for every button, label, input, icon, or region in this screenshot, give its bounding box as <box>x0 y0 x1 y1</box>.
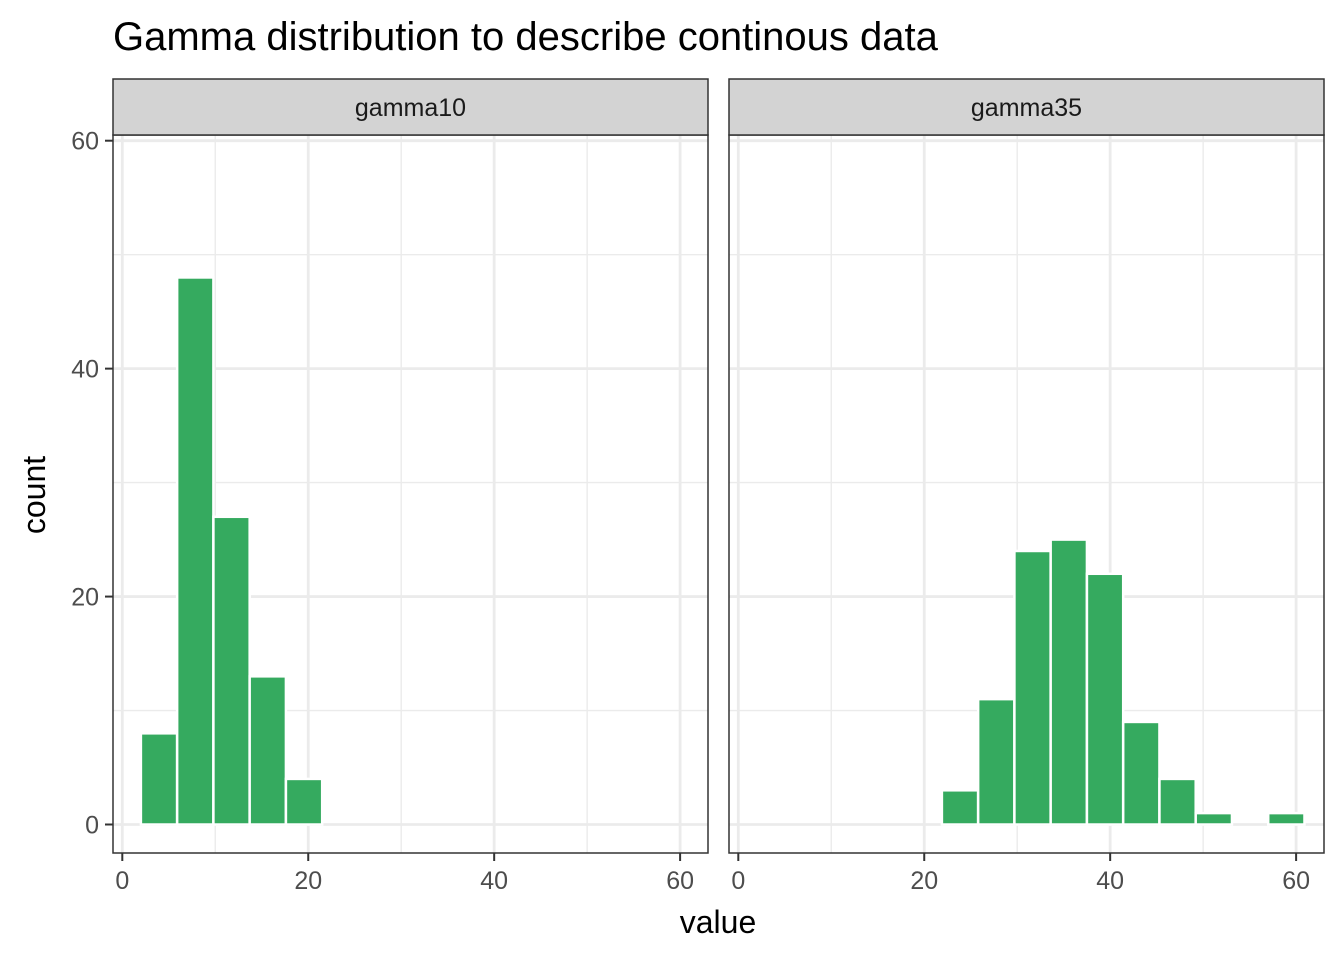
x-tick-label: 0 <box>731 867 745 895</box>
x-tick-label: 60 <box>666 867 694 895</box>
histogram-bar <box>284 777 324 826</box>
histogram-bar <box>212 515 251 826</box>
histogram-bar <box>1085 572 1125 826</box>
facet-panels: gamma10 0 20 40 60 gamma35 0 20 40 60 <box>112 78 1325 895</box>
histogram-bar <box>976 697 1016 826</box>
y-tick-label: 60 <box>71 128 99 156</box>
x-tick-label: 40 <box>480 867 508 895</box>
x-tick-label: 40 <box>1096 867 1124 895</box>
histogram-bar <box>248 675 288 826</box>
histogram-bar <box>1266 811 1306 826</box>
histogram-bar <box>1013 549 1052 826</box>
histogram-bar <box>175 276 215 826</box>
y-tick-label: 20 <box>71 584 99 612</box>
histogram-bar <box>1121 720 1161 826</box>
x-tick-label: 20 <box>294 867 322 895</box>
facet-strip <box>728 78 1325 136</box>
x-axis-title: value <box>680 904 757 940</box>
x-tick-label: 60 <box>1282 867 1310 895</box>
histogram-bar <box>1158 777 1197 826</box>
y-axis: 0 20 40 60 <box>71 128 113 840</box>
histogram-bar <box>1049 538 1089 826</box>
facet-strip-label: gamma35 <box>971 94 1082 122</box>
facet-strip-label: gamma10 <box>355 94 466 122</box>
y-tick-label: 0 <box>85 812 99 840</box>
histogram-bar <box>940 789 980 826</box>
facet-strip <box>112 78 709 136</box>
y-axis-title: count <box>16 456 52 534</box>
histogram-bar <box>139 732 179 826</box>
facet-panel-gamma10: gamma10 0 20 40 60 <box>112 78 709 895</box>
x-tick-label: 20 <box>910 867 938 895</box>
facet-panel-gamma35: gamma35 0 20 40 60 <box>728 78 1325 895</box>
chart-title: Gamma distribution to describe continous… <box>113 15 939 59</box>
x-tick-label: 0 <box>115 867 129 895</box>
y-tick-label: 40 <box>71 356 99 384</box>
histogram-bar <box>1194 811 1234 826</box>
